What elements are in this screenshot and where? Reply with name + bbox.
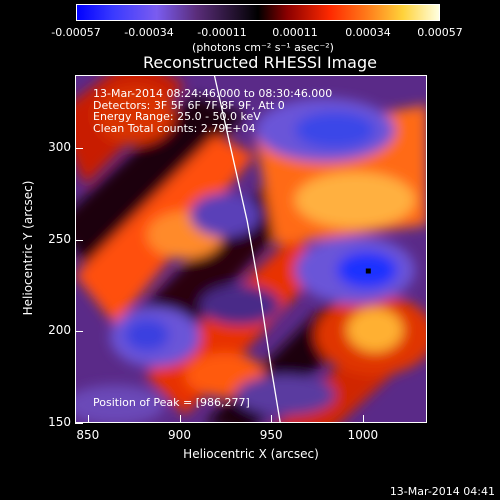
x-tick-label: 850 [76,428,100,442]
heatmap-image [75,75,427,423]
peak-position-label: Position of Peak = [986,277] [93,396,250,409]
plot-area [75,75,427,423]
annotation-time: 13-Mar-2014 08:24:46.000 to 08:30:46.000 [93,87,333,100]
colorbar-tick: -0.00034 [124,26,174,39]
colorbar-units: (photons cm⁻² s⁻¹ asec⁻²) [192,41,334,54]
x-tick-mark [271,415,273,423]
annotation-energy: Energy Range: 25.0 - 50.0 keV [93,110,261,123]
y-tick-mark [75,423,83,424]
y-axis-label: Heliocentric Y (arcsec) [21,180,35,316]
x-tick-label: 950 [259,428,283,442]
x-tick-label: 900 [168,428,191,442]
peak-marker [365,268,371,274]
colorbar [76,4,440,21]
y-tick-mark [75,148,83,150]
y-tick-mark [75,331,83,333]
y-tick-label: 150 [48,415,71,429]
colorbar-tick: 0.00034 [345,26,391,39]
chart-title: Reconstructed RHESSI Image [143,53,377,72]
solar-limb-line [213,75,281,423]
x-tick-mark [179,415,181,423]
y-tick-label: 250 [48,231,71,246]
x-tick-label: 1000 [347,428,379,442]
x-tick-mark [87,415,89,423]
colorbar-tick: 0.00011 [272,26,318,39]
annotation-detectors: Detectors: 3F 5F 6F 7F 8F 9F, Att 0 [93,98,285,112]
y-tick-label: 200 [48,323,71,338]
colorbar-tick: -0.00057 [51,26,101,39]
x-tick-mark [362,415,364,423]
colorbar-tick: 0.00057 [417,26,463,39]
x-axis-label: Heliocentric X (arcsec) [183,447,319,461]
footer-date: 13-Mar-2014 04:41 [389,485,495,498]
y-tick-label: 300 [48,140,71,155]
y-tick-mark [75,239,83,241]
colorbar-tick: -0.00011 [197,26,247,39]
annotation-counts: Clean Total counts: 2.79E+04 [93,121,256,135]
